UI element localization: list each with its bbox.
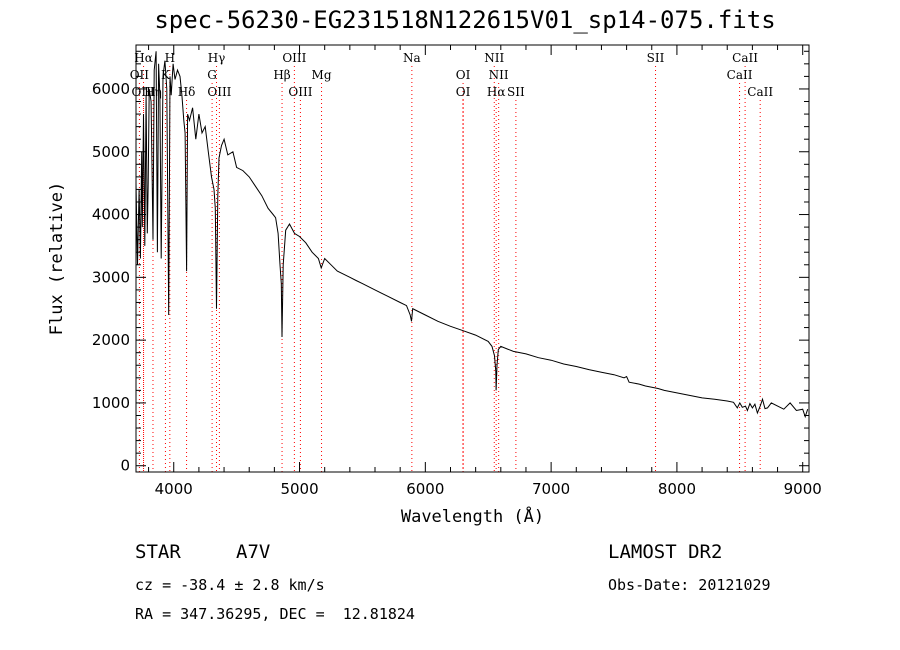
line-marker-label: H xyxy=(165,51,175,65)
line-marker-label: SII xyxy=(647,51,665,65)
line-marker-label: OI xyxy=(456,68,471,82)
y-axis-ticks: 0 1000 2000 3000 4000 5000 6000 xyxy=(92,50,809,475)
x-axis-ticks: 4000 5000 6000 7000 8000 9000 xyxy=(148,45,822,498)
line-marker-label: CaII xyxy=(732,51,758,65)
y-axis-label: Flux (relative) xyxy=(47,182,67,336)
y-tick-label: 3000 xyxy=(92,268,130,286)
y-tick-label: 0 xyxy=(120,457,130,475)
x-tick-label: 7000 xyxy=(532,480,570,498)
line-marker-label: CaII xyxy=(727,68,753,82)
spectral-subclass: A7V xyxy=(236,541,271,563)
line-marker-label: NII xyxy=(489,68,509,82)
line-marker-label: OII xyxy=(130,68,150,82)
y-tick-label: 2000 xyxy=(92,331,130,349)
x-axis-label: Wavelength (Å) xyxy=(401,505,544,527)
line-markers-group xyxy=(138,66,761,472)
x-tick-label: 9000 xyxy=(784,480,822,498)
line-marker-label: Hδ xyxy=(178,85,196,99)
object-class: STAR xyxy=(135,541,181,563)
observation-date: Obs-Date: 20121029 xyxy=(608,576,771,594)
plot-frame xyxy=(135,44,810,473)
line-marker-label: G xyxy=(207,68,217,82)
survey-name: LAMOST DR2 xyxy=(608,541,723,563)
coordinates-readout: RA = 347.36295, DEC = 12.81824 xyxy=(135,605,415,623)
line-marker-label: Na xyxy=(403,51,421,65)
line-marker-label: Hη xyxy=(144,85,162,99)
y-tick-label: 4000 xyxy=(92,206,130,224)
x-tick-label: 5000 xyxy=(280,480,318,498)
line-marker-label: CaII xyxy=(747,85,773,99)
line-marker-label: Hβ xyxy=(273,68,290,82)
line-marker-label: Hγ xyxy=(208,51,226,65)
line-marker-label: Mg xyxy=(312,68,332,82)
line-marker-label: Hα xyxy=(487,85,506,99)
y-tick-label: 1000 xyxy=(92,394,130,412)
x-tick-label: 8000 xyxy=(658,480,696,498)
line-marker-label: NII xyxy=(484,51,504,65)
x-tick-label: 6000 xyxy=(406,480,444,498)
line-marker-label: OIII xyxy=(288,85,312,99)
chart-title: spec-56230-EG231518N122615V01_sp14-075.f… xyxy=(154,6,776,34)
line-marker-label: OI xyxy=(456,85,471,99)
x-tick-label: 4000 xyxy=(155,480,193,498)
line-marker-label: SII xyxy=(507,85,525,99)
y-tick-label: 6000 xyxy=(92,80,130,98)
spectrum-line xyxy=(135,51,809,419)
line-marker-label: OIII xyxy=(282,51,306,65)
line-marker-label: OIII xyxy=(207,85,231,99)
line-marker-label: Hα xyxy=(134,51,153,65)
y-tick-label: 5000 xyxy=(92,143,130,161)
redshift-readout: cz = -38.4 ± 2.8 km/s xyxy=(135,576,325,594)
